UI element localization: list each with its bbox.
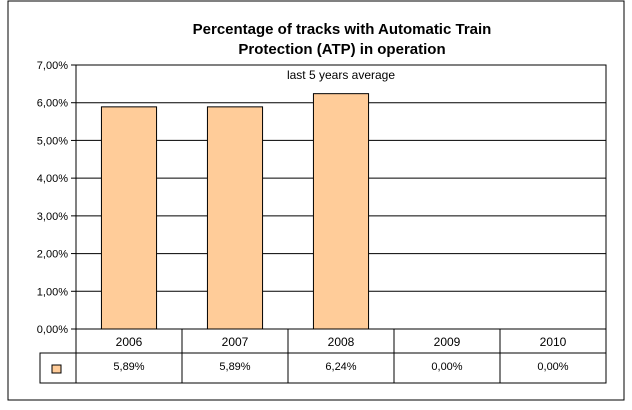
chart-subtitle: last 5 years average: [287, 68, 395, 82]
y-axis-ticks: 0,00% 1,00% 2,00% 3,00% 4,00% 5,00% 6,00% 7,00%: [37, 60, 76, 336]
bar-2008: [312, 93, 370, 330]
data-label: 6,24%: [325, 361, 356, 373]
bars: [100, 93, 370, 330]
y-tick-label: 1,00%: [37, 286, 68, 298]
x-tick-label: 2008: [328, 335, 355, 349]
data-table: [39, 328, 607, 384]
legend-key: [51, 364, 62, 374]
x-tick-label: 2009: [434, 335, 461, 349]
x-tick-label: 2007: [222, 335, 249, 349]
x-tick-label: 2006: [116, 335, 143, 349]
y-tick-label: 0,00%: [37, 324, 68, 336]
y-tick-label: 3,00%: [37, 211, 68, 223]
y-tick-label: 6,00%: [37, 98, 68, 110]
data-label: 5,89%: [219, 361, 250, 373]
x-tick-label: 2010: [540, 335, 567, 349]
y-tick-label: 5,00%: [37, 135, 68, 147]
value-row: [39, 352, 607, 384]
y-tick-label: 2,00%: [37, 249, 68, 261]
data-label: 0,00%: [537, 361, 568, 373]
data-label: 0,00%: [431, 361, 462, 373]
chart-title-line-1: Percentage of tracks with Automatic Trai…: [193, 21, 492, 38]
y-tick-label: 7,00%: [37, 60, 68, 72]
chart-title-line-2: Protection (ATP) in operation: [238, 41, 445, 58]
bar-2007: [206, 106, 264, 330]
data-table-cells: 2006 5,89% 2007 5,89% 2008 6,24% 2009 0,00% 2010…: [113, 329, 569, 383]
data-label: 5,89%: [113, 361, 144, 373]
bar-2006: [100, 106, 158, 330]
y-tick-label: 4,00%: [37, 173, 68, 185]
